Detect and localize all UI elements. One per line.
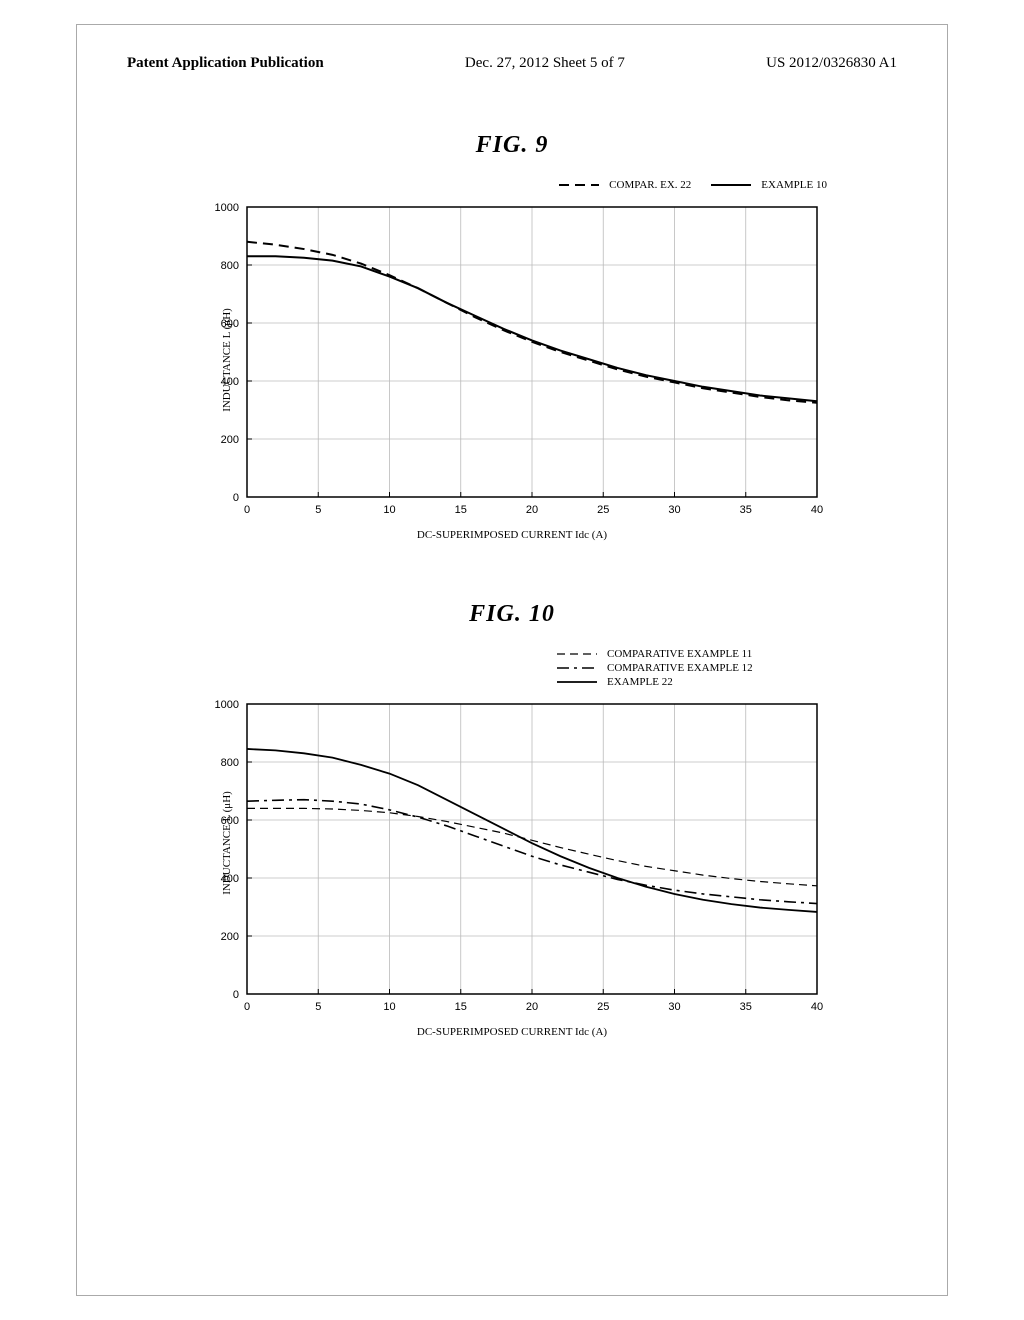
fig9-xlabel: DC-SUPERIMPOSED CURRENT Idc (A) (187, 529, 837, 541)
svg-text:15: 15 (455, 504, 467, 516)
svg-text:5: 5 (315, 504, 321, 516)
fig9-legend: COMPAR. EX. 22 EXAMPLE 10 (187, 179, 837, 191)
svg-text:10: 10 (383, 504, 395, 516)
svg-text:10: 10 (383, 1001, 395, 1013)
svg-text:200: 200 (221, 931, 239, 943)
legend-label: COMPARATIVE EXAMPLE 12 (607, 662, 753, 674)
legend-item: EXAMPLE 22 (557, 676, 673, 688)
header-mid: Dec. 27, 2012 Sheet 5 of 7 (465, 55, 625, 72)
svg-text:800: 800 (221, 757, 239, 769)
svg-text:40: 40 (811, 504, 823, 516)
fig9-chart: 051015202530354002004006008001000 (187, 197, 837, 527)
svg-text:20: 20 (526, 1001, 538, 1013)
legend-label: COMPAR. EX. 22 (609, 179, 691, 191)
svg-text:0: 0 (233, 492, 239, 504)
legend-label: COMPARATIVE EXAMPLE 11 (607, 648, 752, 660)
fig10-legend: COMPARATIVE EXAMPLE 11 COMPARATIVE EXAMPL… (557, 648, 837, 688)
fig9-ylabel: INDUCTANCE L (μH) (221, 308, 233, 412)
fig10: COMPARATIVE EXAMPLE 11 COMPARATIVE EXAMPL… (187, 648, 837, 1038)
legend-item: COMPARATIVE EXAMPLE 11 (557, 648, 752, 660)
fig10-xlabel: DC-SUPERIMPOSED CURRENT Idc (A) (187, 1026, 837, 1038)
svg-text:800: 800 (221, 260, 239, 272)
page-header: Patent Application Publication Dec. 27, … (77, 25, 947, 72)
svg-text:0: 0 (244, 1001, 250, 1013)
svg-text:25: 25 (597, 504, 609, 516)
svg-text:1000: 1000 (215, 202, 239, 214)
fig10-title: FIG. 10 (77, 601, 947, 628)
page: Patent Application Publication Dec. 27, … (76, 24, 948, 1296)
svg-text:35: 35 (740, 504, 752, 516)
svg-text:25: 25 (597, 1001, 609, 1013)
header-right: US 2012/0326830 A1 (766, 55, 897, 72)
legend-item: COMPARATIVE EXAMPLE 12 (557, 662, 753, 674)
legend-item: EXAMPLE 10 (711, 179, 827, 191)
fig10-ylabel: INDUCTANCE L (μH) (221, 791, 233, 895)
svg-text:5: 5 (315, 1001, 321, 1013)
header-left: Patent Application Publication (127, 55, 324, 72)
svg-text:1000: 1000 (215, 699, 239, 711)
svg-text:40: 40 (811, 1001, 823, 1013)
svg-text:0: 0 (233, 989, 239, 1001)
svg-text:35: 35 (740, 1001, 752, 1013)
legend-label: EXAMPLE 10 (761, 179, 827, 191)
fig10-chart: 051015202530354002004006008001000 (187, 694, 837, 1024)
svg-text:30: 30 (668, 504, 680, 516)
svg-text:30: 30 (668, 1001, 680, 1013)
legend-item: COMPAR. EX. 22 (559, 179, 691, 191)
svg-text:200: 200 (221, 434, 239, 446)
svg-text:0: 0 (244, 504, 250, 516)
svg-text:20: 20 (526, 504, 538, 516)
legend-label: EXAMPLE 22 (607, 676, 673, 688)
fig9: COMPAR. EX. 22 EXAMPLE 10 INDUCTANCE L (μ… (187, 179, 837, 541)
svg-text:15: 15 (455, 1001, 467, 1013)
fig9-title: FIG. 9 (77, 132, 947, 159)
